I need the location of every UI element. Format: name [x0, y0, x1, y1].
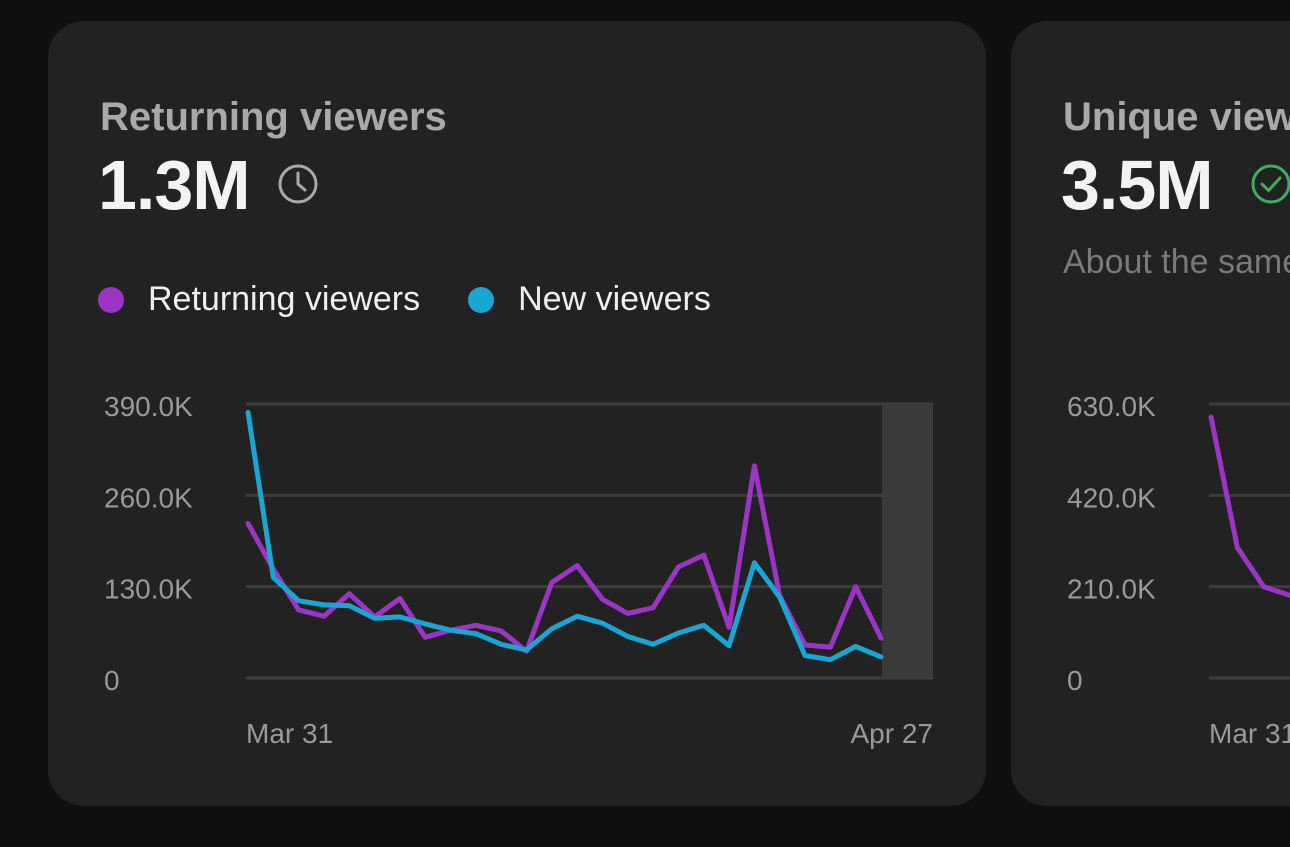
legend-item-returning-viewers[interactable]: Returning viewers	[98, 280, 420, 319]
x-tick-label: Mar 31	[1209, 718, 1290, 749]
y-tick-label: 130.0K	[104, 574, 193, 605]
series-line-returning-viewers[interactable]	[245, 463, 884, 654]
series-line-unique-viewers[interactable]	[1208, 414, 1290, 598]
metric-value: 3.5M	[1061, 146, 1214, 224]
y-tick-label: 390.0K	[104, 391, 193, 422]
y-tick-label: 210.0K	[1067, 574, 1156, 605]
unique-viewers-card[interactable]: Unique viewers 3.5M About the same as us…	[1011, 21, 1290, 806]
unique-viewers-line-chart[interactable]: 630.0K 420.0K 210.0K 0 Mar 31	[1011, 21, 1290, 806]
y-tick-label: 260.0K	[104, 482, 193, 513]
legend-dot	[98, 286, 124, 313]
y-tick-label: 630.0K	[1067, 391, 1156, 422]
series-line-new-viewers[interactable]	[245, 409, 884, 663]
card-title: Unique viewers	[1063, 95, 1290, 139]
legend-dot	[468, 286, 495, 313]
viewers-line-chart[interactable]: 390.0K 260.0K 130.0K 0 Mar 31 Apr 27	[48, 21, 986, 806]
highlight-band	[882, 404, 933, 678]
legend-item-new-viewers[interactable]: New viewers	[468, 280, 711, 319]
check-circle-icon	[1251, 164, 1290, 204]
y-tick-label: 0	[1067, 665, 1083, 696]
legend-label: New viewers	[518, 280, 711, 318]
metric-value: 1.3M	[98, 146, 251, 224]
card-subtitle: About the same as usual	[1063, 243, 1290, 281]
x-tick-label: Mar 31	[246, 718, 333, 749]
clock-icon[interactable]	[276, 162, 320, 206]
returning-viewers-card[interactable]: Returning viewers 1.3M Returning viewers…	[48, 21, 986, 806]
chart-legend: Returning viewers New viewers	[98, 280, 759, 319]
x-tick-label: Apr 27	[851, 718, 934, 749]
y-tick-label: 0	[104, 665, 120, 696]
card-title: Returning viewers	[100, 95, 447, 139]
legend-label: Returning viewers	[148, 280, 421, 318]
y-tick-label: 420.0K	[1067, 482, 1156, 513]
